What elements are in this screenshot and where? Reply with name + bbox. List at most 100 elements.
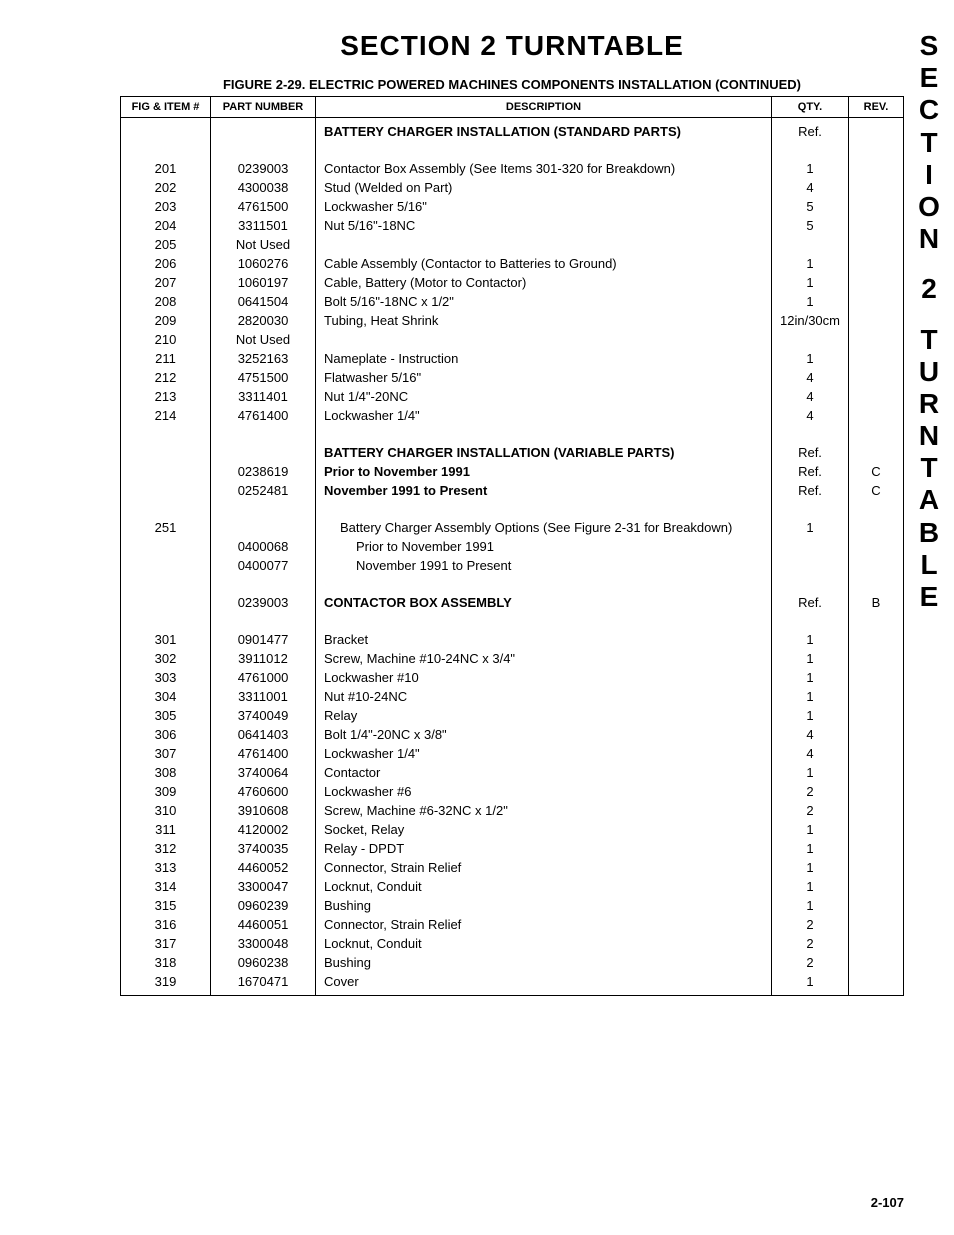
side-tab-letter: E [904,62,954,94]
cell-fig: 307 [121,744,211,763]
cell-part: 0238619 [211,462,316,481]
side-tab-letter: 2 [904,273,954,305]
table-row: 2034761500Lockwasher 5/16"5 [121,197,904,216]
cell-part: Not Used [211,330,316,349]
cell-fig: 201 [121,159,211,178]
cell-desc: Battery Charger Assembly Options (See Fi… [316,518,772,537]
cell-desc: Connector, Strain Relief [316,858,772,877]
side-tab-letter: A [904,484,954,516]
cell-qty: Ref. [772,481,849,500]
cell-qty: 5 [772,197,849,216]
table-row: 3094760600Lockwasher #62 [121,782,904,801]
table-row: 205Not Used [121,235,904,254]
cell-qty: 1 [772,763,849,782]
cell-part: Not Used [211,235,316,254]
cell-desc: Prior to November 1991 [316,537,772,556]
cell-fig: 208 [121,292,211,311]
cell-rev [849,725,904,744]
cell-desc: Flatwasher 5/16" [316,368,772,387]
side-tab-letter: R [904,388,954,420]
cell-part [211,443,316,462]
cell-rev [849,687,904,706]
page-number: 2-107 [871,1195,904,1210]
cell-fig: 308 [121,763,211,782]
cell-part: 3740049 [211,706,316,725]
side-tab-letter: N [904,223,954,255]
cell-desc: Lockwasher 1/4" [316,406,772,425]
cell-rev [849,518,904,537]
cell-part: 3740064 [211,763,316,782]
cell-qty: 1 [772,630,849,649]
cell-desc: Bushing [316,896,772,915]
cell-qty: 2 [772,953,849,972]
cell-part: 0239003 [211,159,316,178]
table-row: 2071060197Cable, Battery (Motor to Conta… [121,273,904,292]
cell-fig: 213 [121,387,211,406]
cell-part: 1670471 [211,972,316,996]
cell-desc: Prior to November 1991 [316,462,772,481]
cell-desc: Contactor [316,763,772,782]
cell-rev [849,292,904,311]
cell-qty: 1 [772,518,849,537]
cell-qty: 1 [772,649,849,668]
cell-fig: 309 [121,782,211,801]
cell-qty: Ref. [772,443,849,462]
cell-fig: 317 [121,934,211,953]
cell-desc: Nut 5/16"-18NC [316,216,772,235]
cell-rev [849,820,904,839]
cell-rev [849,216,904,235]
cell-part: 4760600 [211,782,316,801]
cell-desc: Bolt 5/16"-18NC x 1/2" [316,292,772,311]
cell-part: 4761400 [211,406,316,425]
side-tab-letter [904,306,954,324]
section-title: SECTION 2 TURNTABLE [120,30,904,62]
cell-desc: Bushing [316,953,772,972]
cell-rev [849,630,904,649]
table-row: 2144761400Lockwasher 1/4"4 [121,406,904,425]
cell-qty: 4 [772,744,849,763]
cell-fig: 316 [121,915,211,934]
cell-qty: 1 [772,687,849,706]
table-row [121,612,904,630]
parts-table: FIG & ITEM # PART NUMBER DESCRIPTION QTY… [120,96,904,996]
cell-fig: 202 [121,178,211,197]
cell-rev [849,877,904,896]
table-row: 3060641403Bolt 1/4"-20NC x 3/8"4 [121,725,904,744]
table-row: 0252481November 1991 to PresentRef.C [121,481,904,500]
side-tab-letter: S [904,30,954,62]
cell-desc: Lockwasher 5/16" [316,197,772,216]
cell-part: 0400077 [211,556,316,575]
col-header-part: PART NUMBER [211,97,316,118]
table-row: 2124751500Flatwasher 5/16"4 [121,368,904,387]
cell-desc: BATTERY CHARGER INSTALLATION (VARIABLE P… [316,443,772,462]
cell-desc: Cover [316,972,772,996]
table-row: 2010239003Contactor Box Assembly (See It… [121,159,904,178]
cell-part: 3311401 [211,387,316,406]
table-row: 0238619Prior to November 1991Ref.C [121,462,904,481]
cell-qty: 1 [772,273,849,292]
cell-rev [849,273,904,292]
cell-part: 4761400 [211,744,316,763]
cell-rev [849,387,904,406]
cell-qty: Ref. [772,593,849,612]
cell-rev [849,915,904,934]
cell-qty: 1 [772,839,849,858]
cell-part: 3910608 [211,801,316,820]
cell-qty: 4 [772,406,849,425]
cell-fig: 301 [121,630,211,649]
cell-fig: 211 [121,349,211,368]
cell-rev [849,118,904,142]
cell-rev [849,349,904,368]
table-row: 2043311501Nut 5/16"-18NC5 [121,216,904,235]
cell-rev: B [849,593,904,612]
cell-part: 0400068 [211,537,316,556]
table-row: 3180960238Bushing2 [121,953,904,972]
col-header-fig: FIG & ITEM # [121,97,211,118]
table-row: 3143300047Locknut, Conduit1 [121,877,904,896]
cell-desc: Tubing, Heat Shrink [316,311,772,330]
table-row: 3010901477Bracket1 [121,630,904,649]
cell-desc: Cable Assembly (Contactor to Batteries t… [316,254,772,273]
table-row: 3043311001Nut #10-24NC1 [121,687,904,706]
cell-desc: Connector, Strain Relief [316,915,772,934]
side-tab-letter [904,255,954,273]
